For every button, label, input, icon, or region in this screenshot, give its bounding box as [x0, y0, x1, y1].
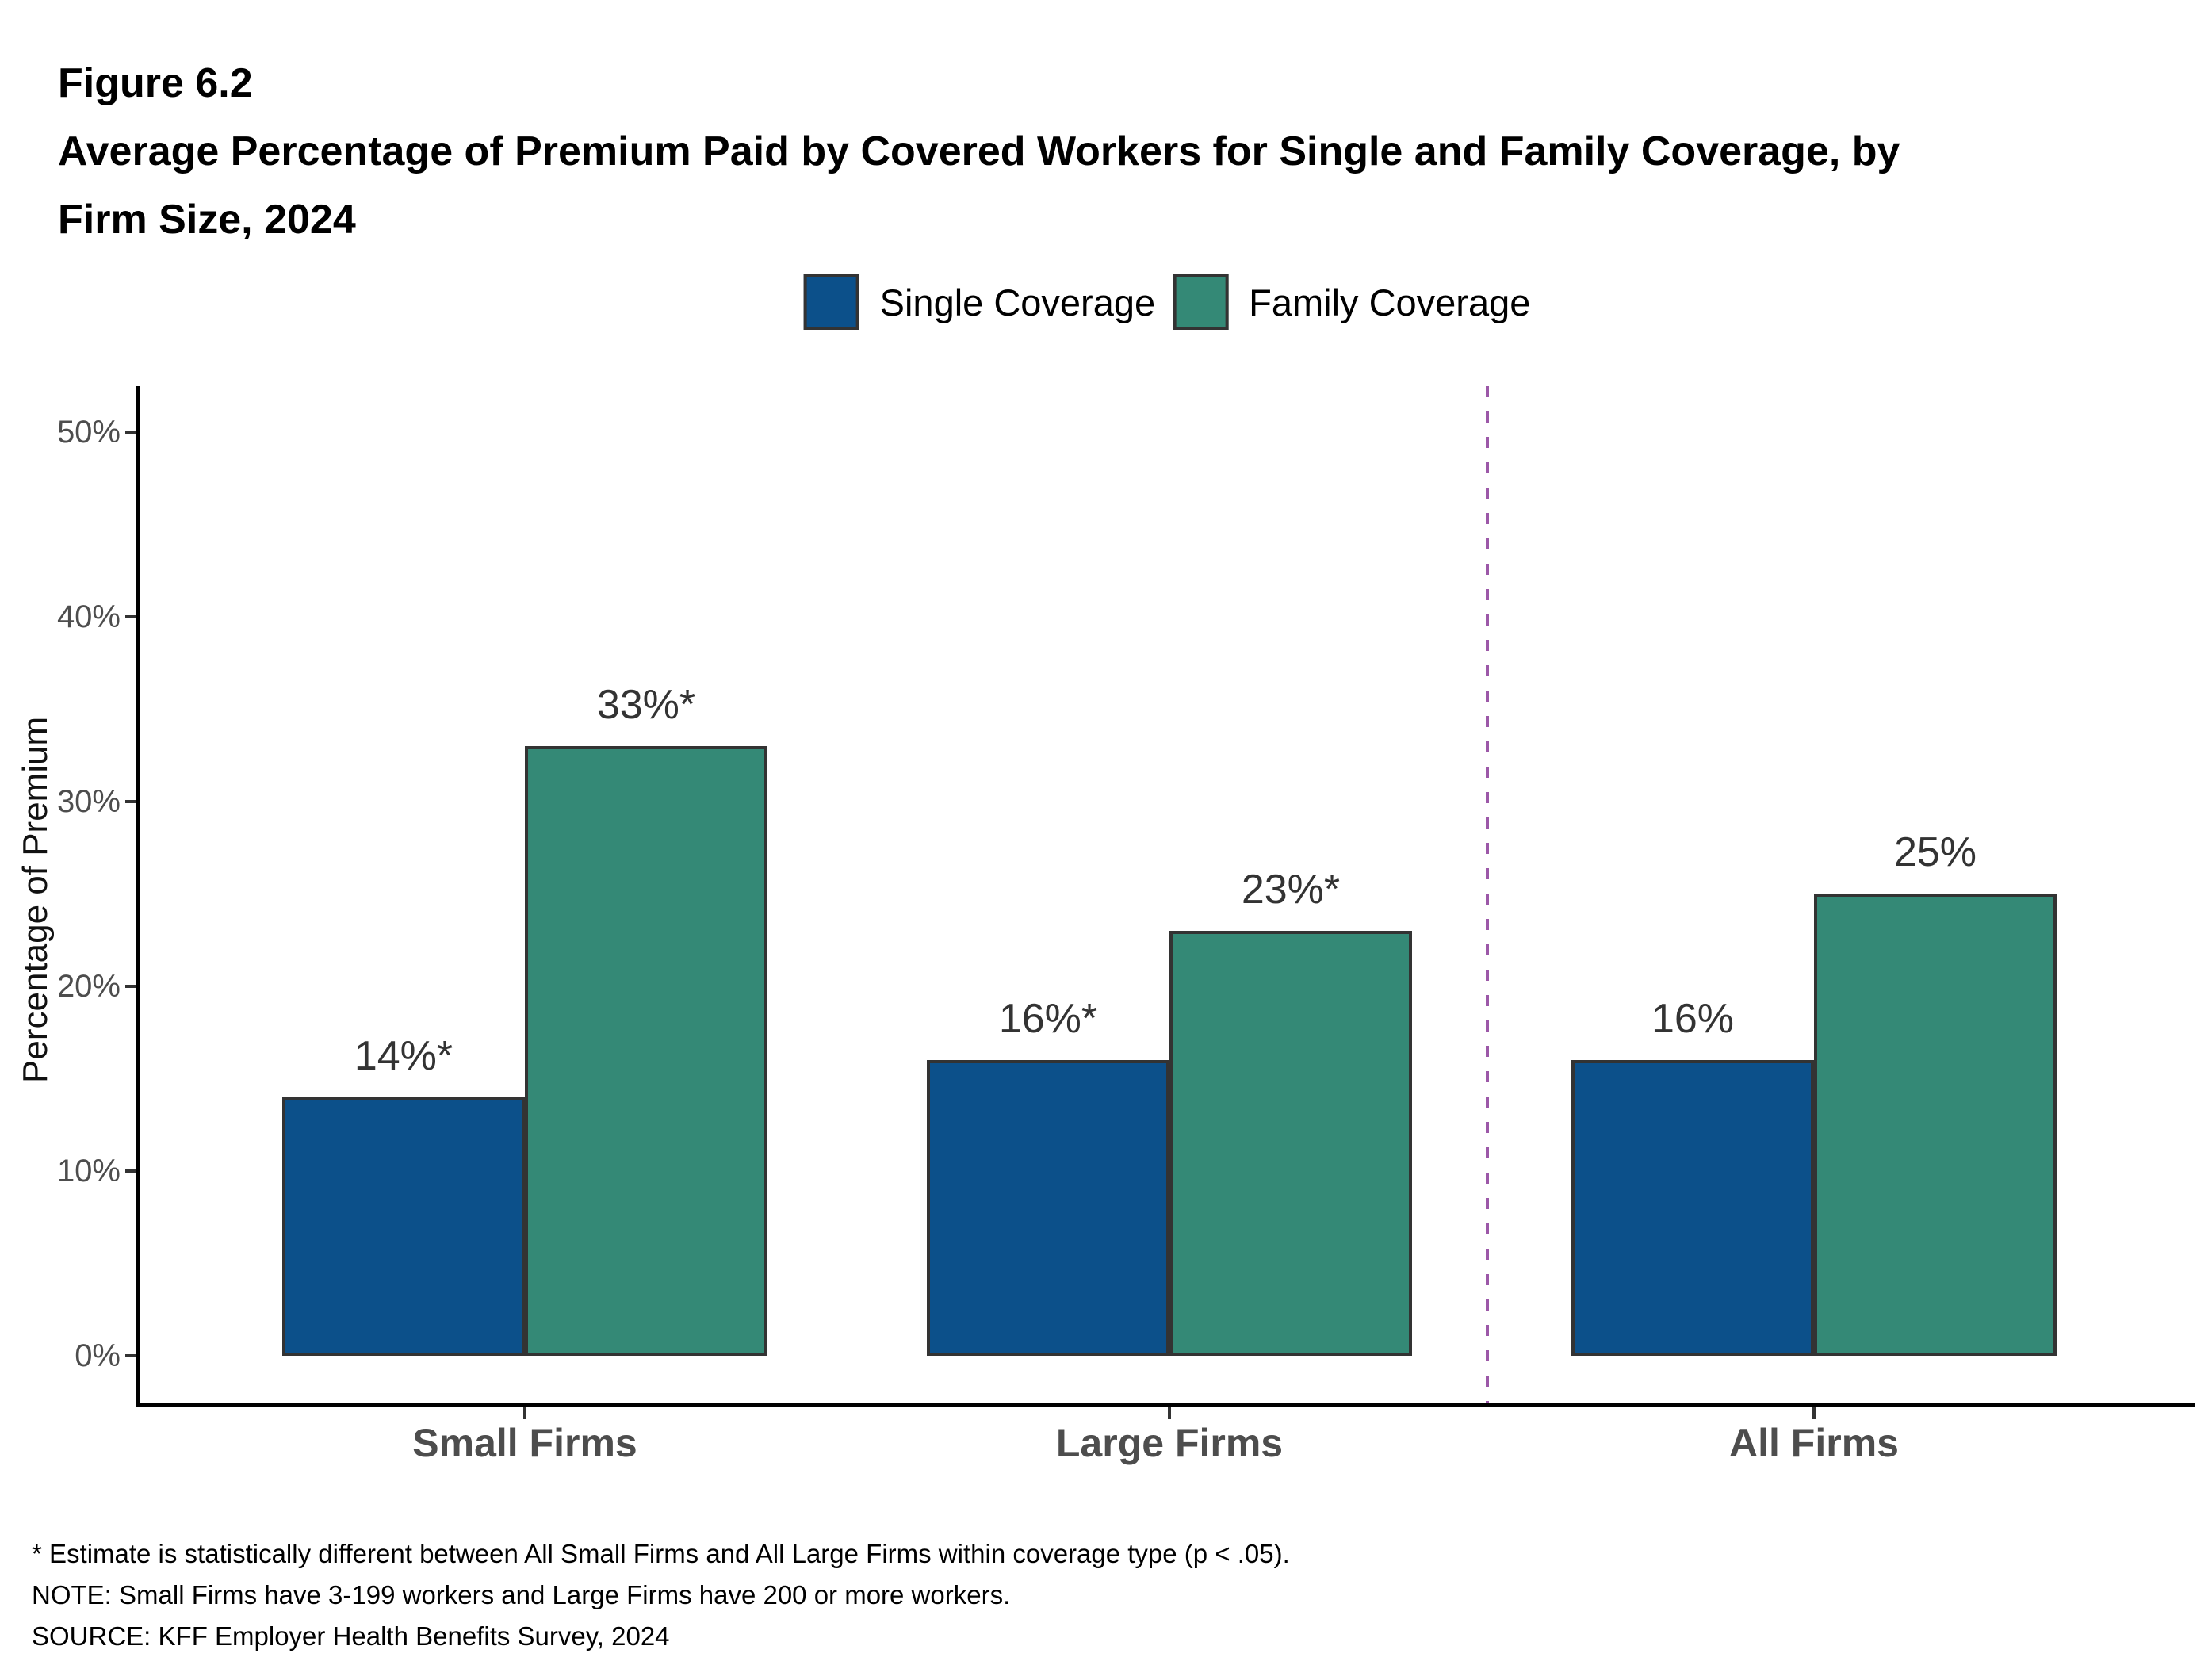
y-tick-mark-20 — [125, 985, 136, 988]
y-axis-line — [136, 386, 140, 1407]
y-tick-label-30: 30% — [56, 784, 121, 819]
family-coverage-swatch — [1173, 274, 1229, 330]
x-tick-mark-all-firms — [1812, 1407, 1816, 1419]
y-tick-mark-0 — [125, 1354, 136, 1357]
x-tick-mark-small-firms — [523, 1407, 526, 1419]
value-label-large-firms-single-coverage: 16%* — [998, 996, 1098, 1042]
x-tick-mark-large-firms — [1168, 1407, 1171, 1419]
figure-label: Figure 6.2 — [58, 60, 253, 106]
legend-label-single-coverage: Single Coverage — [879, 281, 1156, 323]
group-separator-dashed-line — [1486, 386, 1489, 1403]
bar-large-firms-single-coverage — [927, 1060, 1169, 1356]
single-coverage-swatch — [803, 274, 859, 330]
value-label-small-firms-single-coverage: 14%* — [354, 1033, 453, 1079]
legend-label-family-coverage: Family Coverage — [1249, 281, 1531, 323]
y-tick-mark-30 — [125, 800, 136, 803]
bar-large-firms-family-coverage — [1169, 931, 1412, 1356]
value-label-large-firms-family-coverage: 23%* — [1241, 867, 1341, 913]
footnote-note: NOTE: Small Firms have 3-199 workers and… — [32, 1580, 1011, 1610]
figure-title-line2: Firm Size, 2024 — [58, 197, 356, 243]
value-label-all-firms-single-coverage: 16% — [1651, 996, 1735, 1042]
bar-small-firms-family-coverage — [525, 746, 767, 1356]
x-category-label-all-firms: All Firms — [1729, 1421, 1899, 1465]
legend: Single Coverage Family Coverage — [803, 274, 1530, 330]
y-tick-mark-10 — [125, 1169, 136, 1173]
footnotes: * Estimate is statistically different be… — [32, 1533, 1290, 1657]
legend-entry-family-coverage: Family Coverage — [1173, 274, 1530, 330]
value-label-all-firms-family-coverage: 25% — [1893, 829, 1977, 875]
bar-all-firms-single-coverage — [1571, 1060, 1814, 1356]
figure-title-block: Figure 6.2 Average Percentage of Premium… — [58, 49, 1900, 254]
x-category-label-large-firms: Large Firms — [1055, 1421, 1284, 1465]
y-tick-label-40: 40% — [56, 599, 121, 634]
y-axis-title-text: Percentage of Premium — [16, 716, 55, 1083]
y-tick-label-0: 0% — [75, 1338, 121, 1373]
bar-small-firms-single-coverage — [282, 1097, 525, 1356]
footnote-source: SOURCE: KFF Employer Health Benefits Sur… — [32, 1621, 670, 1651]
figure-title-line1: Average Percentage of Premium Paid by Co… — [58, 128, 1900, 174]
y-tick-label-50: 50% — [56, 415, 121, 450]
x-category-label-small-firms: Small Firms — [412, 1421, 637, 1465]
bar-all-firms-family-coverage — [1814, 894, 2057, 1356]
value-label-small-firms-family-coverage: 33%* — [596, 682, 696, 728]
x-axis-line — [136, 1403, 2195, 1407]
y-tick-label-10: 10% — [56, 1154, 121, 1188]
legend-entry-single-coverage: Single Coverage — [803, 274, 1156, 330]
footnote-significance: * Estimate is statistically different be… — [32, 1539, 1290, 1568]
y-tick-label-20: 20% — [56, 969, 121, 1004]
y-tick-mark-50 — [125, 431, 136, 434]
y-tick-mark-40 — [125, 615, 136, 618]
